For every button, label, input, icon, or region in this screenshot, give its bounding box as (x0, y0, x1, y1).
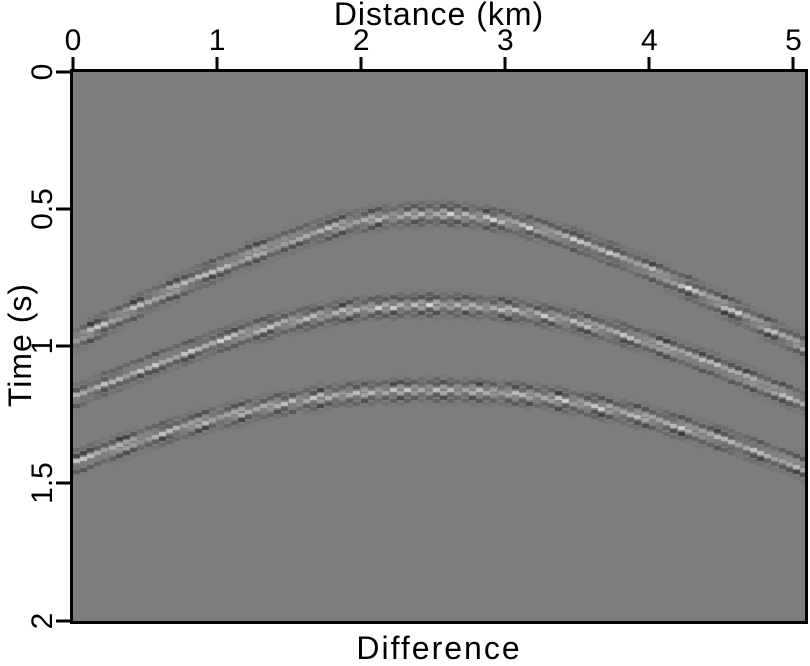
y-tick-mark (56, 207, 71, 211)
x-axis-title: Distance (km) (333, 0, 545, 32)
y-tick-mark (56, 70, 71, 73)
x-tick-mark (503, 57, 507, 71)
y-tick-label: 0 (26, 63, 59, 80)
x-tick-label: 4 (641, 24, 658, 57)
x-tick-mark (791, 57, 795, 71)
y-tick-mark (56, 481, 71, 485)
seismic-image-canvas (73, 72, 805, 621)
x-tick-label: 0 (64, 24, 82, 57)
x-tick-label: 5 (785, 24, 802, 57)
image-panel (70, 69, 808, 624)
y-tick-mark (56, 344, 71, 348)
x-tick-label: 3 (496, 24, 514, 57)
figure-title: Difference (356, 630, 522, 666)
x-tick-label: 2 (352, 24, 370, 57)
x-tick-mark (359, 57, 363, 71)
y-tick-label: 1 (26, 337, 59, 355)
x-tick-mark (71, 57, 75, 71)
y-tick-label: 1.5 (26, 462, 59, 505)
y-tick-label: 2 (26, 612, 59, 629)
y-tick-label: 0.5 (26, 187, 59, 230)
x-tick-mark (215, 57, 219, 71)
x-tick-mark (647, 57, 651, 71)
y-tick-mark (56, 619, 71, 622)
x-tick-label: 1 (208, 24, 226, 57)
